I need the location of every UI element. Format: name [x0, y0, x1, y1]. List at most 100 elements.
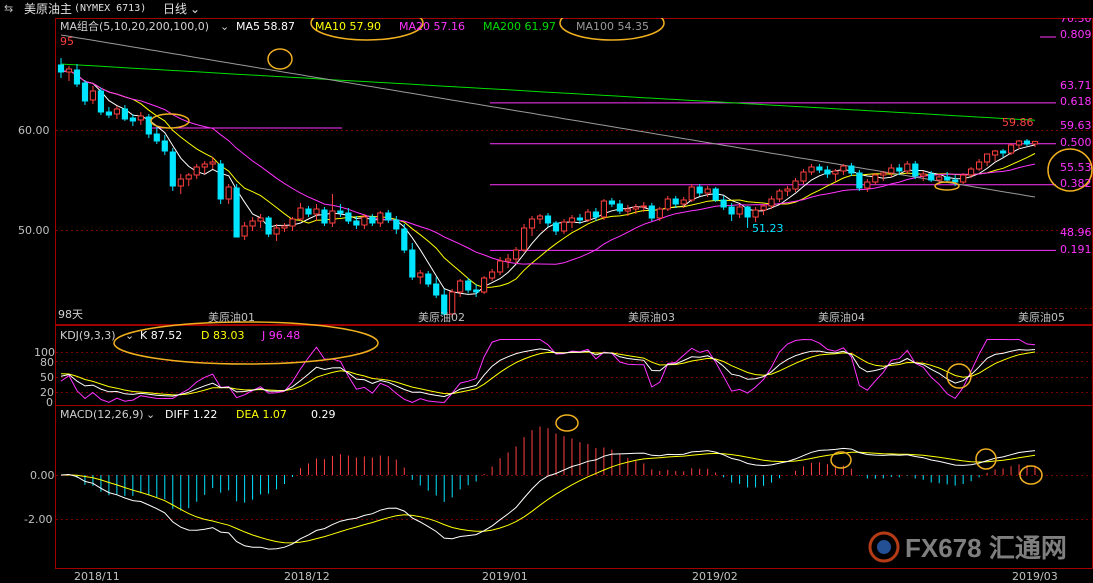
period-selector[interactable]: 日线	[163, 2, 188, 16]
candle	[329, 194, 336, 227]
candle-body	[425, 273, 432, 285]
ma200-line	[60, 63, 1036, 121]
annotation-circle	[267, 48, 293, 70]
candle-body	[752, 209, 759, 218]
x-axis-date: 2018/12	[284, 570, 330, 583]
candle	[129, 114, 137, 126]
fib-ratio: 0.809	[1060, 28, 1092, 41]
candle	[768, 196, 775, 209]
candle-body	[97, 90, 105, 113]
candle-body	[153, 133, 160, 142]
macd-dea-value: DEA 1.07	[236, 408, 287, 421]
candle	[473, 284, 480, 297]
candle-body	[137, 115, 144, 121]
annotation-circle	[1047, 148, 1093, 192]
candle	[808, 164, 815, 175]
candle-body	[880, 172, 887, 176]
candle-body	[129, 117, 137, 122]
candle-body	[952, 179, 959, 183]
ma-dropdown-icon[interactable]: ⌄	[220, 20, 229, 33]
candle-body	[113, 108, 121, 115]
ma-indicator-label[interactable]: MA组合(5,10,20,200,100,0)	[60, 19, 209, 33]
candle-body	[249, 220, 256, 227]
candle-body	[465, 280, 472, 291]
candle	[952, 175, 959, 186]
candle	[1031, 140, 1039, 147]
macd-y-tick: -2.00	[24, 513, 52, 526]
macd-label[interactable]: MACD(12,26,9)	[60, 408, 144, 421]
candle	[361, 214, 368, 229]
candle-body	[145, 116, 152, 135]
candle-body	[497, 260, 504, 273]
candle	[337, 204, 344, 217]
candle-body	[489, 271, 496, 279]
symbol-code: (NYMEX 6713)	[74, 3, 147, 14]
candle	[1015, 140, 1023, 149]
candle-body	[560, 221, 568, 232]
candle-body	[521, 227, 528, 251]
candle-body	[1008, 144, 1015, 154]
candle	[417, 270, 424, 284]
candle-body	[888, 167, 895, 174]
candle	[600, 199, 607, 220]
ma10-value: MA10 57.90	[315, 20, 381, 33]
fib-ratio: 0.500	[1060, 136, 1092, 149]
last-price-label: 59.86	[1002, 116, 1034, 129]
candle-body	[616, 203, 623, 212]
candle-body	[1023, 140, 1031, 145]
candle	[209, 157, 216, 169]
candle-body	[584, 211, 591, 221]
candle	[712, 187, 719, 202]
candle	[401, 224, 408, 253]
candle-body	[401, 228, 408, 251]
candle-body	[225, 186, 232, 200]
watermark-text: FX678 汇通网	[905, 533, 1067, 563]
days-label: 98天	[58, 308, 83, 321]
candle-body	[552, 222, 560, 232]
kdj-label[interactable]: KDJ(9,3,3)	[60, 329, 116, 342]
panel-frames	[55, 18, 1093, 569]
candle	[441, 289, 448, 316]
candle	[281, 223, 288, 232]
macd-dea-line	[60, 451, 1036, 544]
candle	[201, 161, 208, 174]
candle	[704, 186, 711, 197]
candle-body	[872, 174, 879, 183]
contract-label: 美原油04	[818, 310, 865, 324]
period-dropdown-icon[interactable]: ⌄	[190, 2, 201, 16]
kdj-dropdown-icon[interactable]: ⌄	[125, 329, 134, 342]
candle	[896, 164, 903, 175]
kdj-y-tick: 0	[46, 396, 53, 409]
candle	[672, 196, 679, 208]
candle-body	[513, 249, 520, 260]
candle	[864, 179, 871, 192]
candle-body	[656, 208, 663, 219]
candle	[568, 215, 576, 228]
candle-body	[1015, 140, 1023, 146]
candle	[992, 150, 999, 161]
candle-body	[864, 181, 871, 189]
candle	[97, 88, 105, 115]
kdj-y-tick: 80	[40, 356, 54, 369]
fib-price: 59.63	[1060, 119, 1092, 132]
kdj-lines	[60, 338, 1036, 404]
candle	[57, 58, 65, 78]
candle-body	[632, 206, 639, 210]
candle	[536, 214, 544, 224]
candle	[528, 216, 536, 236]
kdj-d-value: D 83.03	[201, 329, 244, 342]
x-axis-date: 2018/11	[74, 570, 120, 583]
macd-dropdown-icon[interactable]: ⌄	[146, 408, 155, 421]
candle	[920, 171, 927, 181]
candle	[393, 216, 400, 234]
back-arrows-icon[interactable]: ⇆	[4, 2, 14, 15]
annotation-circle	[1019, 465, 1043, 485]
candle	[840, 164, 847, 175]
fib-ratio: 0.382	[1060, 177, 1092, 190]
candle	[505, 254, 512, 268]
watermark: FX678 汇通网	[868, 531, 1067, 563]
candle	[121, 105, 129, 121]
candle-body	[784, 188, 791, 192]
candle-body	[992, 150, 999, 156]
candle-body	[1000, 150, 1007, 154]
